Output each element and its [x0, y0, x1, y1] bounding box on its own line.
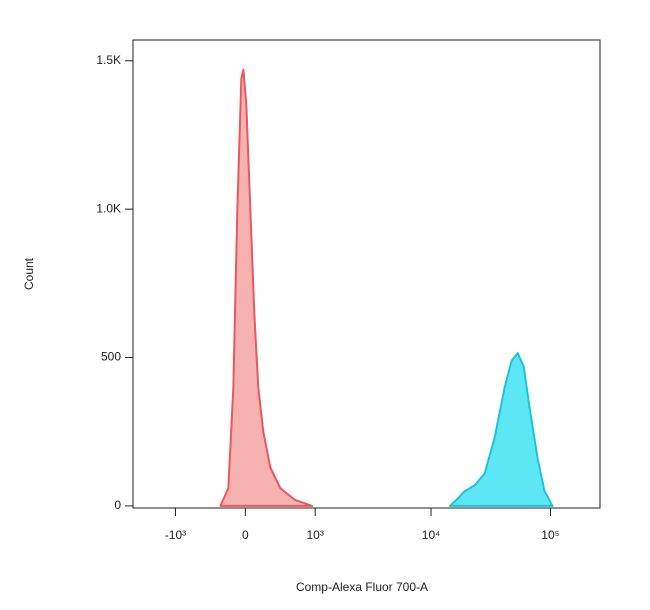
plot-frame	[132, 39, 601, 509]
x-tick-label: 10⁵	[541, 528, 559, 542]
y-tick-label: 1.5K	[96, 53, 121, 67]
y-tick-label: 1.0K	[96, 201, 121, 215]
y-axis-label: Count	[22, 257, 36, 290]
x-axis-label: Comp-Alexa Fluor 700-A	[296, 580, 428, 594]
y-tick-label: 0	[114, 498, 121, 512]
x-tick-label: 0	[242, 528, 249, 542]
x-tick-label: 10³	[307, 528, 324, 542]
x-tick-label: 10⁴	[422, 528, 441, 542]
x-tick-label: -10³	[165, 528, 186, 542]
y-tick-label: 500	[101, 350, 121, 364]
histogram-area	[219, 68, 314, 507]
histogram-area	[448, 352, 554, 507]
